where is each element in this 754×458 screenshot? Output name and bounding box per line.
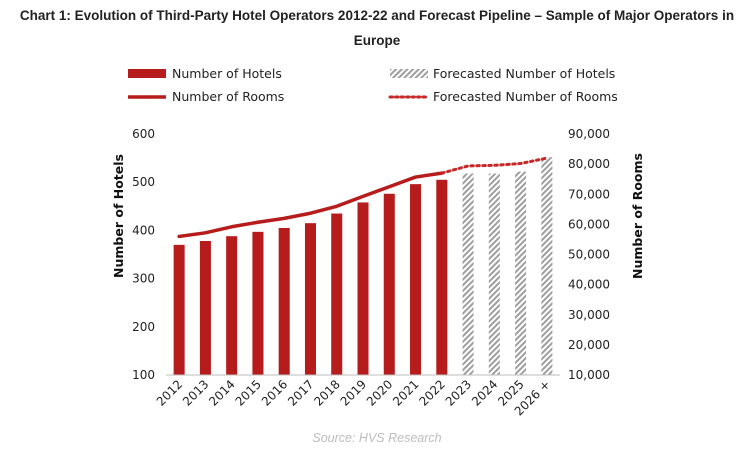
y-left-tick-label: 200 <box>132 320 155 334</box>
x-tick-label: 2018 <box>311 377 342 408</box>
y-right-tick-label: 10,000 <box>568 368 610 382</box>
y-axis-left-title: Number of Hotels <box>111 154 126 278</box>
y-axis-right-title: Number of Rooms <box>630 153 645 279</box>
rooms-line <box>177 171 444 239</box>
hotels-bar <box>173 244 185 375</box>
y-right-tick-label: 40,000 <box>568 278 610 292</box>
legend-rooms-label: Number of Rooms <box>172 89 284 104</box>
hotels-bar <box>331 213 343 375</box>
y-right-tick-label: 70,000 <box>568 187 610 201</box>
y-right-tick-label: 80,000 <box>568 157 610 171</box>
source-note: Source: HVS Research <box>312 431 441 445</box>
hotels-bar <box>383 193 395 375</box>
hotels-bar <box>278 227 290 375</box>
forecast-hotels-bar <box>462 173 474 375</box>
y-right-tick-label: 50,000 <box>568 248 610 262</box>
x-tick-label: 2021 <box>390 377 421 408</box>
forecast-rooms-line <box>440 156 549 175</box>
legend-hotels-label: Number of Hotels <box>172 66 282 81</box>
x-tick-label: 2024 <box>469 377 500 408</box>
hotels-bar <box>357 202 369 375</box>
forecast-hotels-bar <box>515 171 527 375</box>
legend-forecast-hotels-swatch <box>390 69 428 78</box>
legend-forecast-hotels-label: Forecasted Number of Hotels <box>433 66 615 81</box>
hotels-bar <box>304 223 316 375</box>
plot-area: 100 200 300 400 500 600 10,000 20,000 30,000 40,0… <box>132 127 610 419</box>
x-tick-label: 2020 <box>364 377 395 408</box>
chart-title-line2: Europe <box>354 33 401 48</box>
x-tick-label: 2013 <box>180 377 211 408</box>
x-tick-label: 2015 <box>233 377 264 408</box>
x-tick-label: 2023 <box>443 377 474 408</box>
y-left-tick-label: 400 <box>132 223 155 237</box>
x-tick-label: 2022 <box>416 377 447 408</box>
hotels-bar <box>436 179 448 375</box>
y-right-tick-label: 90,000 <box>568 127 610 141</box>
chart-title: Chart 1: Evolution of Third-Party Hotel … <box>20 8 734 23</box>
forecast-hotels-bar <box>541 157 553 375</box>
y-left-tick-label: 100 <box>132 368 155 382</box>
x-tick-label: 2012 <box>154 377 185 408</box>
y-left-tick-label: 500 <box>132 175 155 189</box>
y-left-tick-label: 600 <box>132 127 155 141</box>
legend-hotels-swatch <box>128 69 166 78</box>
y-right-tick-label: 30,000 <box>568 308 610 322</box>
x-tick-label: 2014 <box>206 377 237 408</box>
hotels-bar <box>410 184 422 375</box>
legend-forecast-rooms-label: Forecasted Number of Rooms <box>433 89 618 104</box>
y-right-tick-label: 20,000 <box>568 338 610 352</box>
hotels-bar <box>226 236 238 375</box>
hotels-bar <box>252 231 264 375</box>
y-right-tick-label: 60,000 <box>568 217 610 231</box>
x-tick-label: 2019 <box>338 377 369 408</box>
x-tick-label: 2017 <box>285 377 316 408</box>
x-tick-label: 2016 <box>259 377 290 408</box>
y-left-tick-label: 300 <box>132 272 155 286</box>
forecast-hotels-bar <box>488 173 500 375</box>
hotels-bar <box>199 241 211 375</box>
